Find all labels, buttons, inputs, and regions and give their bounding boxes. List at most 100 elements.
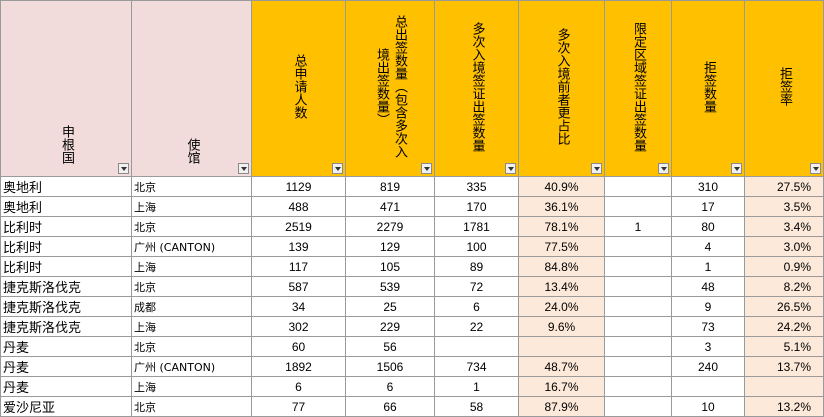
- cell-limited[interactable]: [604, 196, 672, 217]
- cell-multi-entry[interactable]: 72: [434, 276, 519, 297]
- cell-embassy[interactable]: 广州 (CANTON): [131, 236, 252, 257]
- cell-refusal-rate[interactable]: 13.7%: [744, 356, 824, 377]
- cell-multi-entry[interactable]: 1781: [434, 216, 519, 237]
- cell-multi-entry[interactable]: 22: [434, 316, 519, 337]
- cell-limited[interactable]: [604, 296, 672, 317]
- cell-multi-share[interactable]: 77.5%: [518, 236, 605, 257]
- cell-limited[interactable]: [604, 376, 672, 397]
- cell-refusal-rate[interactable]: 26.5%: [744, 296, 824, 317]
- cell-applicants[interactable]: 2519: [251, 216, 346, 237]
- cell-country[interactable]: 丹麦: [0, 336, 132, 357]
- cell-multi-entry[interactable]: 89: [434, 256, 519, 277]
- cell-refused[interactable]: 10: [671, 396, 745, 417]
- cell-multi-share[interactable]: [518, 336, 605, 357]
- cell-applicants[interactable]: 1892: [251, 356, 346, 377]
- cell-country[interactable]: 丹麦: [0, 356, 132, 377]
- cell-issued[interactable]: 129: [345, 236, 435, 257]
- cell-multi-share[interactable]: 9.6%: [518, 316, 605, 337]
- cell-country[interactable]: 奥地利: [0, 196, 132, 217]
- cell-limited[interactable]: [604, 356, 672, 377]
- cell-refused[interactable]: 9: [671, 296, 745, 317]
- cell-embassy[interactable]: 成都: [131, 296, 252, 317]
- cell-country[interactable]: 丹麦: [0, 376, 132, 397]
- cell-limited[interactable]: [604, 176, 672, 197]
- cell-issued[interactable]: 56: [345, 336, 435, 357]
- cell-multi-entry[interactable]: 100: [434, 236, 519, 257]
- cell-refused[interactable]: 1: [671, 256, 745, 277]
- cell-multi-share[interactable]: 84.8%: [518, 256, 605, 277]
- cell-refusal-rate[interactable]: [744, 376, 824, 397]
- filter-dropdown-icon[interactable]: [658, 163, 669, 174]
- cell-refused[interactable]: [671, 376, 745, 397]
- cell-issued[interactable]: 66: [345, 396, 435, 417]
- cell-issued[interactable]: 819: [345, 176, 435, 197]
- cell-multi-share[interactable]: 36.1%: [518, 196, 605, 217]
- cell-embassy[interactable]: 北京: [131, 176, 252, 197]
- cell-refusal-rate[interactable]: 0.9%: [744, 256, 824, 277]
- cell-multi-entry[interactable]: 6: [434, 296, 519, 317]
- cell-multi-share[interactable]: 16.7%: [518, 376, 605, 397]
- cell-embassy[interactable]: 北京: [131, 336, 252, 357]
- filter-dropdown-icon[interactable]: [238, 163, 249, 174]
- cell-refusal-rate[interactable]: 3.4%: [744, 216, 824, 237]
- cell-refusal-rate[interactable]: 3.5%: [744, 196, 824, 217]
- cell-embassy[interactable]: 上海: [131, 256, 252, 277]
- cell-multi-entry[interactable]: 170: [434, 196, 519, 217]
- cell-refused[interactable]: 73: [671, 316, 745, 337]
- cell-refusal-rate[interactable]: 8.2%: [744, 276, 824, 297]
- cell-country[interactable]: 捷克斯洛伐克: [0, 276, 132, 297]
- cell-multi-share[interactable]: 48.7%: [518, 356, 605, 377]
- filter-dropdown-icon[interactable]: [118, 163, 129, 174]
- cell-limited[interactable]: [604, 336, 672, 357]
- cell-issued[interactable]: 105: [345, 256, 435, 277]
- cell-refusal-rate[interactable]: 24.2%: [744, 316, 824, 337]
- cell-issued[interactable]: 6: [345, 376, 435, 397]
- cell-applicants[interactable]: 77: [251, 396, 346, 417]
- cell-issued[interactable]: 25: [345, 296, 435, 317]
- cell-refused[interactable]: 17: [671, 196, 745, 217]
- cell-applicants[interactable]: 117: [251, 256, 346, 277]
- cell-issued[interactable]: 539: [345, 276, 435, 297]
- cell-multi-entry[interactable]: 1: [434, 376, 519, 397]
- cell-country[interactable]: 比利时: [0, 216, 132, 237]
- cell-limited[interactable]: [604, 236, 672, 257]
- cell-refused[interactable]: 3: [671, 336, 745, 357]
- filter-dropdown-icon[interactable]: [810, 163, 821, 174]
- cell-limited[interactable]: [604, 256, 672, 277]
- cell-embassy[interactable]: 上海: [131, 316, 252, 337]
- cell-embassy[interactable]: 北京: [131, 216, 252, 237]
- cell-refusal-rate[interactable]: 13.2%: [744, 396, 824, 417]
- cell-multi-share[interactable]: 24.0%: [518, 296, 605, 317]
- cell-embassy[interactable]: 上海: [131, 376, 252, 397]
- cell-applicants[interactable]: 1129: [251, 176, 346, 197]
- cell-multi-share[interactable]: 40.9%: [518, 176, 605, 197]
- cell-refused[interactable]: 80: [671, 216, 745, 237]
- cell-country[interactable]: 比利时: [0, 236, 132, 257]
- cell-applicants[interactable]: 6: [251, 376, 346, 397]
- cell-multi-share[interactable]: 13.4%: [518, 276, 605, 297]
- cell-country[interactable]: 捷克斯洛伐克: [0, 316, 132, 337]
- cell-applicants[interactable]: 587: [251, 276, 346, 297]
- cell-refused[interactable]: 48: [671, 276, 745, 297]
- cell-refused[interactable]: 310: [671, 176, 745, 197]
- cell-applicants[interactable]: 488: [251, 196, 346, 217]
- cell-country[interactable]: 奥地利: [0, 176, 132, 197]
- filter-dropdown-icon[interactable]: [731, 163, 742, 174]
- filter-dropdown-icon[interactable]: [505, 163, 516, 174]
- cell-refusal-rate[interactable]: 27.5%: [744, 176, 824, 197]
- cell-limited[interactable]: [604, 276, 672, 297]
- cell-applicants[interactable]: 60: [251, 336, 346, 357]
- cell-embassy[interactable]: 北京: [131, 276, 252, 297]
- cell-issued[interactable]: 229: [345, 316, 435, 337]
- cell-multi-entry[interactable]: [434, 336, 519, 357]
- cell-refused[interactable]: 4: [671, 236, 745, 257]
- cell-refused[interactable]: 240: [671, 356, 745, 377]
- cell-limited[interactable]: [604, 396, 672, 417]
- cell-refusal-rate[interactable]: 3.0%: [744, 236, 824, 257]
- cell-embassy[interactable]: 北京: [131, 396, 252, 417]
- filter-dropdown-icon[interactable]: [332, 163, 343, 174]
- cell-issued[interactable]: 2279: [345, 216, 435, 237]
- cell-issued[interactable]: 471: [345, 196, 435, 217]
- cell-refusal-rate[interactable]: 5.1%: [744, 336, 824, 357]
- cell-issued[interactable]: 1506: [345, 356, 435, 377]
